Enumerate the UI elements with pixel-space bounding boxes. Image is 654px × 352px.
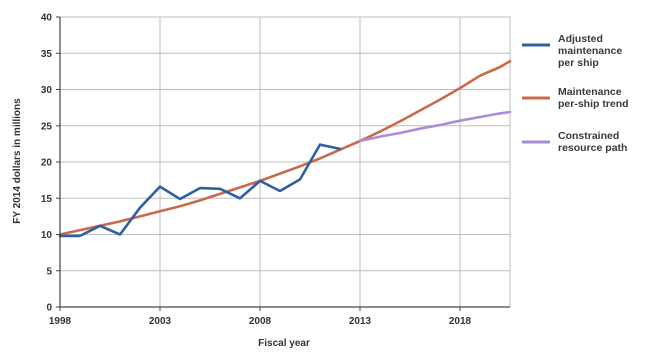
- x-tick-label: 2003: [149, 316, 172, 327]
- constrained-resource-path-line: [358, 110, 512, 143]
- tick-labels: 0 5 10 15 20 25 30 35 40 1998 2003 2008 2013 2018: [41, 13, 472, 328]
- gridlines: [60, 16, 511, 307]
- y-tick-label: 5: [46, 266, 52, 277]
- x-axis-title: Fiscal year: [258, 338, 310, 349]
- y-tick-label: 25: [41, 121, 53, 132]
- y-tick-label: 20: [41, 158, 53, 169]
- maintenance-per-ship-trend-line: [58, 59, 512, 236]
- y-tick-label: 40: [41, 13, 53, 24]
- legend: Adjusted maintenance per ship Maintenance pe…: [522, 33, 629, 154]
- x-tick-label: 2013: [349, 316, 372, 327]
- y-tick-label: 0: [46, 303, 52, 314]
- x-tick-label: 2008: [249, 316, 272, 327]
- y-tick-label: 15: [41, 194, 53, 205]
- constrained-resource-path-legend-label: Constrained resource path: [558, 130, 627, 154]
- y-tick-label: 30: [41, 85, 53, 96]
- x-tick-label: 1998: [49, 316, 72, 327]
- axes: [56, 16, 510, 311]
- adjusted-maintenance-per-ship-line: [58, 143, 342, 238]
- y-axis-title: FY 2014 dollars in millions: [12, 98, 23, 224]
- adjusted-maintenance-per-ship-legend-label: Adjusted maintenance per ship: [558, 33, 622, 69]
- y-tick-label: 35: [41, 49, 53, 60]
- series-lines: [58, 59, 512, 238]
- maintenance-per-ship-trend-legend-label: Maintenance per-ship trend: [558, 86, 629, 110]
- x-tick-label: 2018: [449, 316, 472, 327]
- y-tick-label: 10: [41, 230, 53, 241]
